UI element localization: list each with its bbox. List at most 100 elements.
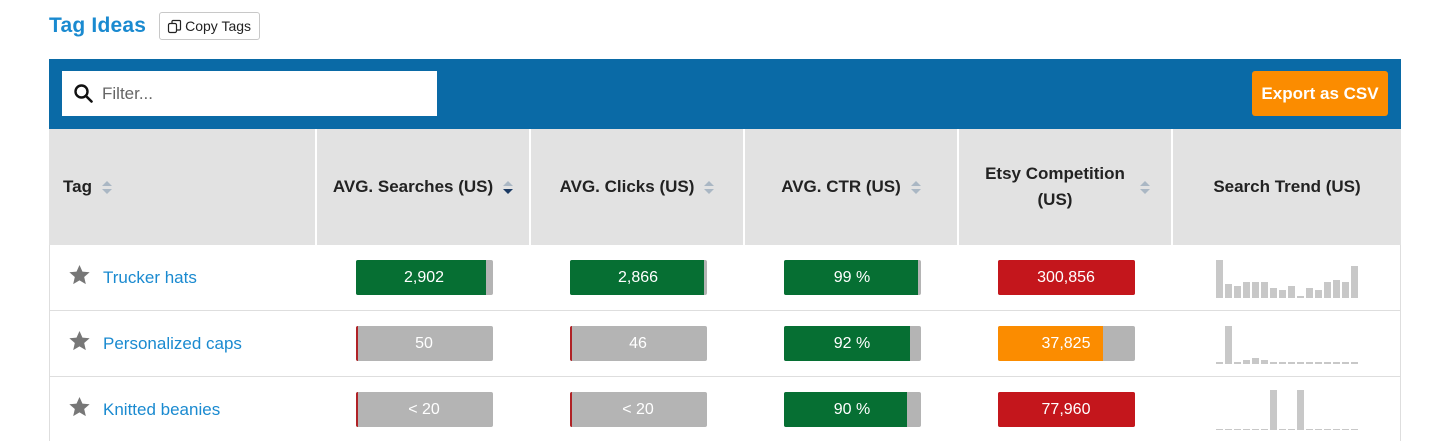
clicks-bar-marker xyxy=(569,326,572,361)
trend-bar xyxy=(1216,361,1223,364)
trend-bar xyxy=(1324,428,1331,430)
trend-bar xyxy=(1261,428,1268,430)
searches-cell: 50 xyxy=(317,311,531,376)
column-header-etsy-competition[interactable]: Etsy Competition (US) xyxy=(959,129,1173,245)
ctr-value: 90 % xyxy=(833,400,871,418)
ctr-value: 92 % xyxy=(833,334,871,352)
trend-bar xyxy=(1234,285,1241,298)
trend-bar xyxy=(1270,389,1277,430)
search-icon xyxy=(74,84,93,103)
sort-icon[interactable] xyxy=(1140,180,1150,194)
trend-bar xyxy=(1234,361,1241,364)
sort-icon[interactable] xyxy=(910,180,921,194)
clicks-cell: 46 xyxy=(531,311,745,376)
search-trend-cell xyxy=(1173,245,1401,310)
trend-bar xyxy=(1243,359,1250,364)
competition-value: 77,960 xyxy=(1041,400,1091,418)
clicks-value: < 20 xyxy=(622,400,654,418)
column-label: Etsy Competition (US) xyxy=(985,164,1125,209)
trend-bar xyxy=(1216,428,1223,430)
competition-bar-fill xyxy=(997,392,1135,427)
trend-bar xyxy=(1324,281,1331,298)
star-icon[interactable] xyxy=(68,264,91,291)
table-header: Tag AVG. Searches (US) AVG. Clicks (US) … xyxy=(49,129,1401,245)
tag-link[interactable]: Trucker hats xyxy=(103,267,197,287)
trend-bar xyxy=(1315,428,1322,430)
column-label: AVG. CTR (US) xyxy=(781,177,901,196)
searches-value: 2,902 xyxy=(403,268,445,286)
trend-bar xyxy=(1243,281,1250,298)
trend-bar xyxy=(1333,361,1340,364)
ctr-bar-fill xyxy=(783,392,907,427)
ctr-bar-fill xyxy=(783,260,918,295)
trend-bar xyxy=(1279,428,1286,430)
tag-link[interactable]: Knitted beanies xyxy=(103,399,221,419)
trend-bar xyxy=(1279,361,1286,364)
clicks-bar-fill xyxy=(569,260,704,295)
table-row: Knitted beanies < 20 < 20 90 % 77,960 xyxy=(49,377,1401,441)
star-icon[interactable] xyxy=(68,330,91,357)
trend-bar xyxy=(1342,281,1349,298)
searches-bar-marker xyxy=(355,392,358,427)
trend-bar xyxy=(1288,361,1295,364)
competition-value: 300,856 xyxy=(1037,268,1095,286)
table-row: Personalized caps 50 46 92 % 37,825 xyxy=(49,311,1401,377)
ctr-bar: 92 % xyxy=(783,326,921,361)
trend-bar xyxy=(1261,359,1268,364)
column-label: Tag xyxy=(63,177,92,196)
trend-bar xyxy=(1351,361,1358,364)
trend-bar xyxy=(1261,281,1268,298)
sort-icon[interactable] xyxy=(101,180,112,194)
column-label: Search Trend (US) xyxy=(1213,177,1361,196)
trend-bar xyxy=(1252,281,1259,298)
tag-cell: Knitted beanies xyxy=(49,377,317,441)
trend-bar xyxy=(1225,428,1232,430)
trend-bar xyxy=(1252,428,1259,430)
export-csv-button[interactable]: Export as CSV xyxy=(1252,71,1388,116)
trend-bar xyxy=(1306,361,1313,364)
competition-cell: 77,960 xyxy=(959,377,1173,441)
searches-bar-fill xyxy=(355,260,486,295)
trend-bar xyxy=(1306,428,1313,430)
tag-cell: Trucker hats xyxy=(49,245,317,310)
trend-bar xyxy=(1342,428,1349,430)
column-header-avg-searches[interactable]: AVG. Searches (US) xyxy=(317,129,531,245)
trend-bar xyxy=(1270,361,1277,364)
filter-box[interactable] xyxy=(62,71,437,116)
trend-bar xyxy=(1234,428,1241,430)
tag-link[interactable]: Personalized caps xyxy=(103,333,242,353)
tag-cell: Personalized caps xyxy=(49,311,317,376)
sort-icon[interactable] xyxy=(704,180,715,194)
copy-tags-label: Copy Tags xyxy=(185,18,252,34)
ctr-bar: 99 % xyxy=(783,260,921,295)
search-trend-sparkline xyxy=(1216,389,1358,430)
clicks-cell: 2,866 xyxy=(531,245,745,310)
trend-bar xyxy=(1225,325,1232,364)
sort-desc-icon[interactable] xyxy=(503,180,514,194)
copy-tags-button[interactable]: Copy Tags xyxy=(159,12,261,40)
searches-value: < 20 xyxy=(408,400,440,418)
clicks-value: 2,866 xyxy=(617,268,659,286)
searches-bar: 2,902 xyxy=(355,260,493,295)
trend-bar xyxy=(1297,361,1304,364)
ctr-bar: 90 % xyxy=(783,392,921,427)
column-header-avg-ctr[interactable]: AVG. CTR (US) xyxy=(745,129,959,245)
column-header-tag[interactable]: Tag xyxy=(49,129,317,245)
clicks-bar-marker xyxy=(569,392,572,427)
section-header: Tag Ideas Copy Tags xyxy=(49,12,261,40)
table-body: Trucker hats 2,902 2,866 99 % 300,856 Persona… xyxy=(49,245,1401,441)
star-icon[interactable] xyxy=(68,396,91,423)
clicks-value: 46 xyxy=(629,334,647,352)
trend-bar xyxy=(1243,428,1250,430)
searches-bar: 50 xyxy=(355,326,493,361)
trend-bar xyxy=(1333,428,1340,430)
column-header-search-trend: Search Trend (US) xyxy=(1173,129,1401,245)
column-label: AVG. Searches (US) xyxy=(332,177,494,196)
filter-input[interactable] xyxy=(102,83,422,104)
copy-icon xyxy=(168,19,182,33)
competition-bar: 37,825 xyxy=(997,326,1135,361)
ctr-value: 99 % xyxy=(833,268,871,286)
trend-bar xyxy=(1297,295,1304,298)
column-header-avg-clicks[interactable]: AVG. Clicks (US) xyxy=(531,129,745,245)
search-trend-sparkline xyxy=(1216,258,1358,298)
